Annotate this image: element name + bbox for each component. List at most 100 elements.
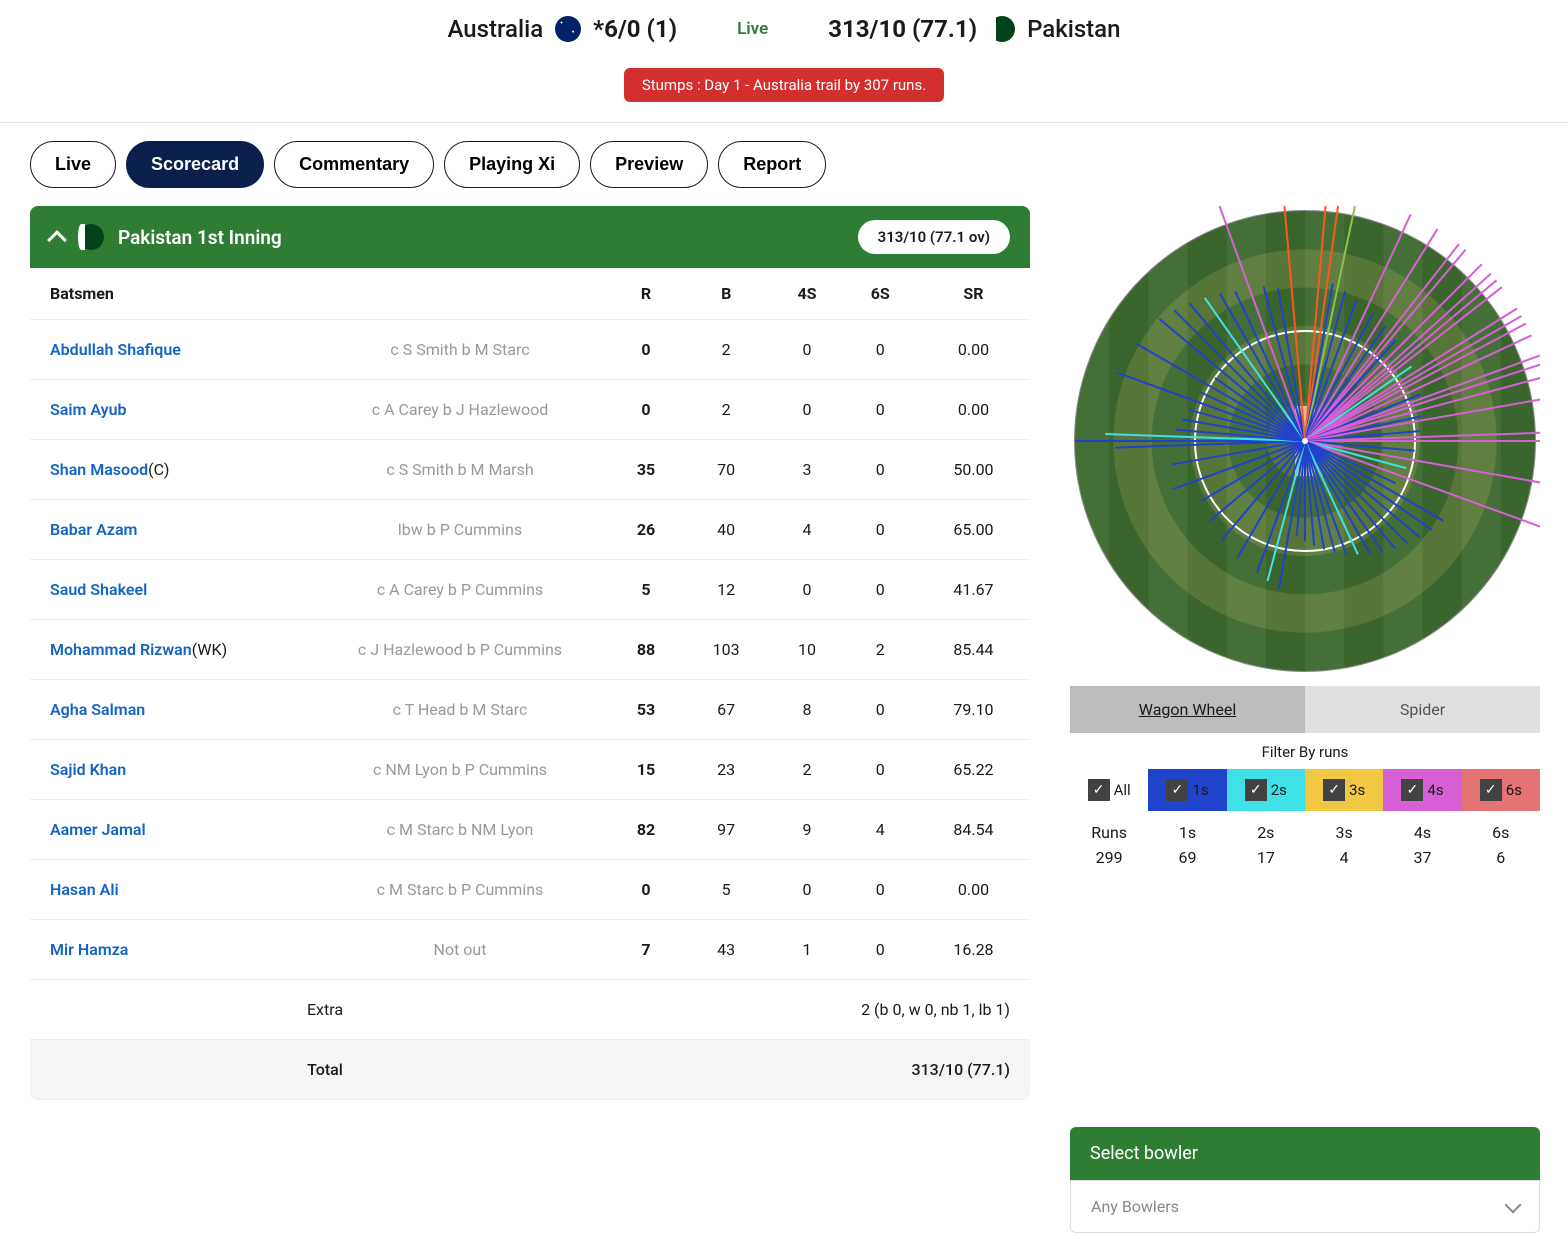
chevron-up-icon: [47, 230, 67, 250]
checkmark-icon: ✓: [1401, 779, 1423, 801]
table-row: Shan Masood(C)c S Smith b M Marsh3570305…: [30, 440, 1030, 500]
dismissal-text: c NM Lyon b P Cummins: [310, 740, 610, 800]
pakistan-flag-icon: [78, 224, 104, 250]
cell-sixes: 0: [844, 440, 917, 500]
filter-checkbox-all[interactable]: ✓All: [1070, 769, 1148, 811]
filter-checkbox-6s[interactable]: ✓6s: [1462, 769, 1540, 811]
checkmark-icon: ✓: [1323, 779, 1345, 801]
filter-label-text: 6s: [1506, 781, 1522, 799]
cell-sr: 0.00: [917, 380, 1030, 440]
col-header-sr: SR: [917, 268, 1030, 320]
batsman-link[interactable]: Babar Azam: [50, 520, 137, 539]
dismissal-text: c A Carey b J Hazlewood: [310, 380, 610, 440]
cell-b: 70: [682, 440, 770, 500]
total-label: Total: [30, 1040, 610, 1100]
cell-r: 88: [610, 620, 682, 680]
wagon-wheel-chart: [1070, 206, 1540, 676]
cell-sixes: 0: [844, 920, 917, 980]
tab-commentary[interactable]: Commentary: [274, 141, 434, 188]
cell-fours: 3: [770, 440, 843, 500]
batsman-link[interactable]: Mir Hamza: [50, 940, 128, 959]
tab-report[interactable]: Report: [718, 141, 826, 188]
dismissal-text: c A Carey b P Cummins: [310, 560, 610, 620]
dismissal-text: c M Starc b NM Lyon: [310, 800, 610, 860]
dismissal-text: c S Smith b M Marsh: [310, 440, 610, 500]
filter-checkbox-2s[interactable]: ✓2s: [1227, 769, 1305, 811]
run-stat-4s: 4s37: [1383, 823, 1461, 867]
cell-fours: 0: [770, 860, 843, 920]
dismissal-text: c J Hazlewood b P Cummins: [310, 620, 610, 680]
cell-sr: 79.10: [917, 680, 1030, 740]
batsman-link[interactable]: Hasan Ali: [50, 880, 119, 899]
cell-sr: 41.67: [917, 560, 1030, 620]
cell-r: 0: [610, 320, 682, 380]
extra-row: Extra2 (b 0, w 0, nb 1, lb 1): [30, 980, 1030, 1040]
cell-fours: 0: [770, 560, 843, 620]
filter-label-text: 1s: [1192, 781, 1208, 799]
filter-checkbox-4s[interactable]: ✓4s: [1383, 769, 1461, 811]
extra-label: Extra: [30, 980, 610, 1040]
cell-sr: 85.44: [917, 620, 1030, 680]
australia-flag-icon: [555, 16, 581, 42]
viz-tab-spider[interactable]: Spider: [1305, 686, 1540, 733]
nav-tabs: LiveScorecardCommentaryPlaying XiPreview…: [0, 123, 1568, 206]
cell-b: 23: [682, 740, 770, 800]
batsman-link[interactable]: Shan Masood: [50, 460, 148, 479]
inning-title: Pakistan 1st Inning: [118, 226, 282, 249]
run-stat-1s: 1s69: [1148, 823, 1226, 867]
checkmark-icon: ✓: [1166, 779, 1188, 801]
viz-tab-wagon-wheel[interactable]: Wagon Wheel: [1070, 686, 1305, 733]
batsman-link[interactable]: Agha Salman: [50, 700, 145, 719]
extra-value: 2 (b 0, w 0, nb 1, lb 1): [610, 980, 1030, 1040]
cell-sixes: 0: [844, 740, 917, 800]
team1-block: Australia *6/0 (1): [448, 15, 678, 43]
cell-r: 15: [610, 740, 682, 800]
batsman-link[interactable]: Abdullah Shafique: [50, 340, 181, 359]
scorecard-panel: Pakistan 1st Inning 313/10 (77.1 ov) Bat…: [30, 206, 1030, 1100]
cell-sixes: 0: [844, 860, 917, 920]
run-stats-row: Runs2991s692s173s44s376s6: [1070, 823, 1540, 867]
tab-scorecard[interactable]: Scorecard: [126, 141, 264, 188]
run-stat-label: 4s: [1383, 823, 1461, 842]
cell-sixes: 4: [844, 800, 917, 860]
bowler-dropdown[interactable]: Any Bowlers: [1070, 1180, 1540, 1233]
checkmark-icon: ✓: [1480, 779, 1502, 801]
filter-label-text: 4s: [1427, 781, 1443, 799]
col-header-batsmen: Batsmen: [30, 268, 610, 320]
run-stat-value: 17: [1227, 848, 1305, 867]
select-bowler-header: Select bowler: [1070, 1127, 1540, 1180]
cell-fours: 9: [770, 800, 843, 860]
batsman-link[interactable]: Aamer Jamal: [50, 820, 146, 839]
cell-fours: 1: [770, 920, 843, 980]
inning-header[interactable]: Pakistan 1st Inning 313/10 (77.1 ov): [30, 206, 1030, 268]
checkmark-icon: ✓: [1088, 779, 1110, 801]
dismissal-text: lbw b P Cummins: [310, 500, 610, 560]
cell-fours: 8: [770, 680, 843, 740]
cell-sr: 65.22: [917, 740, 1030, 800]
batsman-link[interactable]: Mohammad Rizwan: [50, 640, 192, 659]
tab-live[interactable]: Live: [30, 141, 116, 188]
total-row: Total313/10 (77.1): [30, 1040, 1030, 1100]
col-header-4s: 4S: [770, 268, 843, 320]
batsman-link[interactable]: Saud Shakeel: [50, 580, 147, 599]
tab-playing-xi[interactable]: Playing Xi: [444, 141, 580, 188]
cell-b: 2: [682, 380, 770, 440]
cell-fours: 0: [770, 380, 843, 440]
filter-checkbox-1s[interactable]: ✓1s: [1148, 769, 1226, 811]
table-row: Saim Ayubc A Carey b J Hazlewood02000.00: [30, 380, 1030, 440]
filter-checkbox-3s[interactable]: ✓3s: [1305, 769, 1383, 811]
match-header: Australia *6/0 (1) Live 313/10 (77.1) Pa…: [0, 0, 1568, 58]
cell-b: 97: [682, 800, 770, 860]
run-stat-label: Runs: [1070, 823, 1148, 842]
batsman-link[interactable]: Sajid Khan: [50, 760, 126, 779]
live-status-badge: Live: [737, 19, 768, 39]
batsman-link[interactable]: Saim Ayub: [50, 400, 127, 419]
run-stat-value: 69: [1148, 848, 1226, 867]
tab-preview[interactable]: Preview: [590, 141, 708, 188]
table-row: Mir HamzaNot out7431016.28: [30, 920, 1030, 980]
cell-sr: 50.00: [917, 440, 1030, 500]
cell-b: 5: [682, 860, 770, 920]
run-stat-label: 2s: [1227, 823, 1305, 842]
run-stat-label: 6s: [1462, 823, 1540, 842]
table-row: Agha Salmanc T Head b M Starc53678079.10: [30, 680, 1030, 740]
